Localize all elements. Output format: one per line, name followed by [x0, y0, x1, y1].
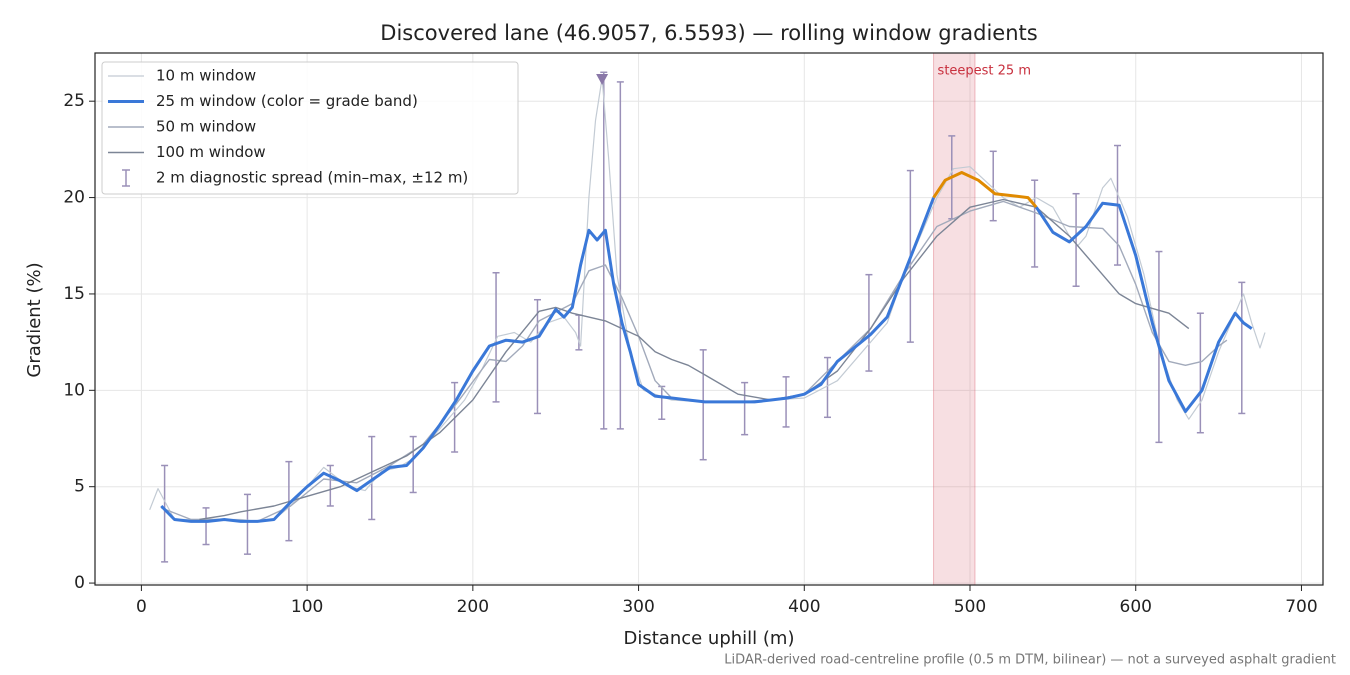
error-bar: [782, 376, 790, 428]
legend-label: 10 m window: [156, 67, 256, 85]
error-bar: [658, 385, 666, 420]
plot-frame: [94, 52, 1324, 586]
y-tick-label: 0: [74, 573, 85, 593]
error-bar: [368, 435, 376, 521]
error-bar: [699, 349, 707, 461]
series-line: [932, 171, 1038, 209]
legend-label: 25 m window (color = grade band): [156, 92, 418, 110]
x-tick-label: 500: [954, 597, 986, 617]
error-bar: [1238, 281, 1246, 415]
peak-marker: [596, 73, 609, 85]
x-tick-label: 600: [1120, 597, 1152, 617]
error-bar: [616, 81, 624, 430]
error-bar: [326, 464, 334, 507]
footnote: LiDAR-derived road-centreline profile (0…: [724, 653, 1336, 668]
legend-label: 2 m diagnostic spread (min–max, ±12 m): [156, 169, 468, 187]
error-bar: [1072, 192, 1080, 287]
error-bar: [989, 150, 997, 222]
error-bar: [409, 435, 417, 494]
error-bar: [533, 298, 541, 415]
error-bar: [161, 464, 169, 563]
error-bar: [1031, 179, 1039, 268]
error-bar: [243, 493, 251, 555]
error-bar: [492, 271, 500, 403]
y-tick-label: 10: [63, 380, 85, 400]
x-tick-label: 0: [136, 597, 147, 617]
error-bar: [741, 381, 749, 436]
series-line: [160, 197, 936, 523]
legend-label: 100 m window: [156, 143, 266, 161]
error-bar: [865, 273, 873, 372]
plot-area: [149, 53, 1266, 585]
y-tick-label: 20: [63, 188, 85, 208]
error-bar: [202, 507, 210, 546]
series-line: [199, 198, 1190, 521]
x-tick-label: 400: [788, 597, 820, 617]
y-axis-label: Gradient (%): [24, 262, 45, 377]
x-tick-label: 700: [1285, 597, 1317, 617]
x-tick-label: 300: [622, 597, 654, 617]
highlight-span: [933, 53, 976, 585]
x-axis-label: Distance uphill (m): [624, 628, 795, 649]
error-bar: [823, 356, 831, 419]
error-bar: [1196, 312, 1204, 434]
x-tick-label: 200: [457, 597, 489, 617]
series-line: [1035, 201, 1253, 413]
legend-label: 50 m window: [156, 118, 256, 136]
highlight-label: steepest 25 m: [938, 64, 1031, 79]
y-tick-label: 5: [74, 477, 85, 497]
x-tick-label: 100: [291, 597, 323, 617]
y-tick-label: 15: [63, 284, 85, 304]
y-tick-label: 25: [63, 91, 85, 111]
legend-box: [101, 61, 519, 195]
chart-title: Discovered lane (46.9057, 6.5593) — roll…: [380, 21, 1037, 45]
legend: 10 m window 25 m window (color = grade ba…: [101, 61, 519, 195]
error-bar: [600, 71, 608, 430]
